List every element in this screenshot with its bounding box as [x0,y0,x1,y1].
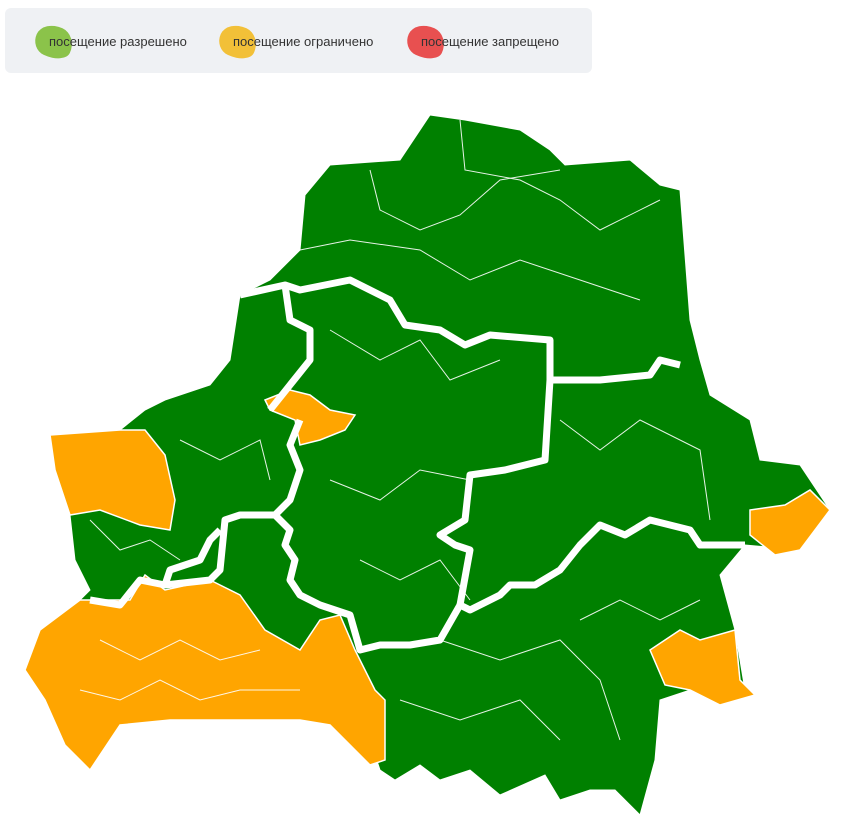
legend-label: посещение запрещено [421,34,559,49]
map-legend: посещение разрешено посещение ограничено… [5,8,592,73]
legend-item-forbidden: посещение запрещено [402,19,559,65]
region-restricted-west[interactable] [49,429,176,531]
region-restricted-center-west[interactable] [263,389,357,446]
region-restricted-southwest[interactable] [24,573,386,772]
legend-label: посещение ограничено [233,34,374,49]
legend-item-restricted: посещение ограничено [214,19,374,65]
district-borders [79,119,711,741]
region-restricted-east[interactable] [749,489,831,556]
region-restricted-southeast[interactable] [649,629,757,706]
region-borders [89,276,745,654]
legend-item-allowed: посещение разрешено [30,19,187,65]
legend-label: посещение разрешено [49,34,187,49]
